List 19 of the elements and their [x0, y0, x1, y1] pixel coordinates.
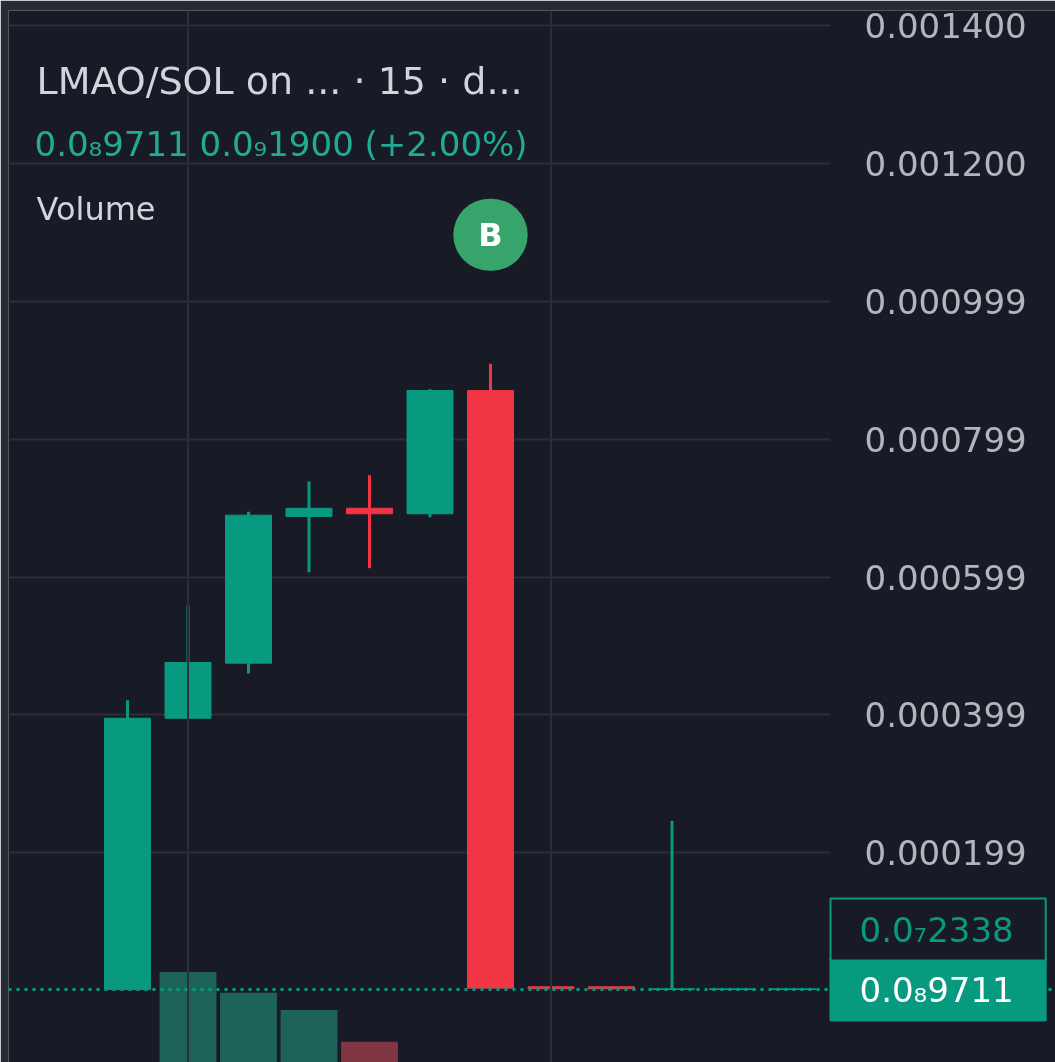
- bar: [280, 1010, 338, 1062]
- ref-line-label: 0.0₈9711: [859, 969, 1014, 1010]
- text: 0.0₇2338: [859, 909, 1014, 950]
- y-tick-label: 0.000399: [864, 695, 1027, 736]
- text: 0.0₈9711 0.0₉1900 (+2.00%): [34, 123, 528, 164]
- candlestick: [285, 481, 333, 573]
- annotation: B: [478, 215, 503, 254]
- y-tick-label: 0.000199: [864, 833, 1027, 874]
- bar: [220, 992, 277, 1062]
- candlestick: [346, 475, 393, 570]
- chart-title: Volume: [36, 189, 156, 228]
- bar: [341, 1041, 398, 1062]
- y-tick-label: 0.000999: [864, 282, 1027, 323]
- y-tick-label: 0.001400: [864, 6, 1027, 47]
- y-tick-label: 0.000599: [864, 557, 1027, 598]
- bar: [159, 972, 217, 1062]
- y-tick-label: 0.000799: [864, 419, 1027, 460]
- text: LMAO/SOL on ... · 15 · d...: [36, 58, 523, 103]
- y-tick-label: 0.001200: [864, 143, 1027, 184]
